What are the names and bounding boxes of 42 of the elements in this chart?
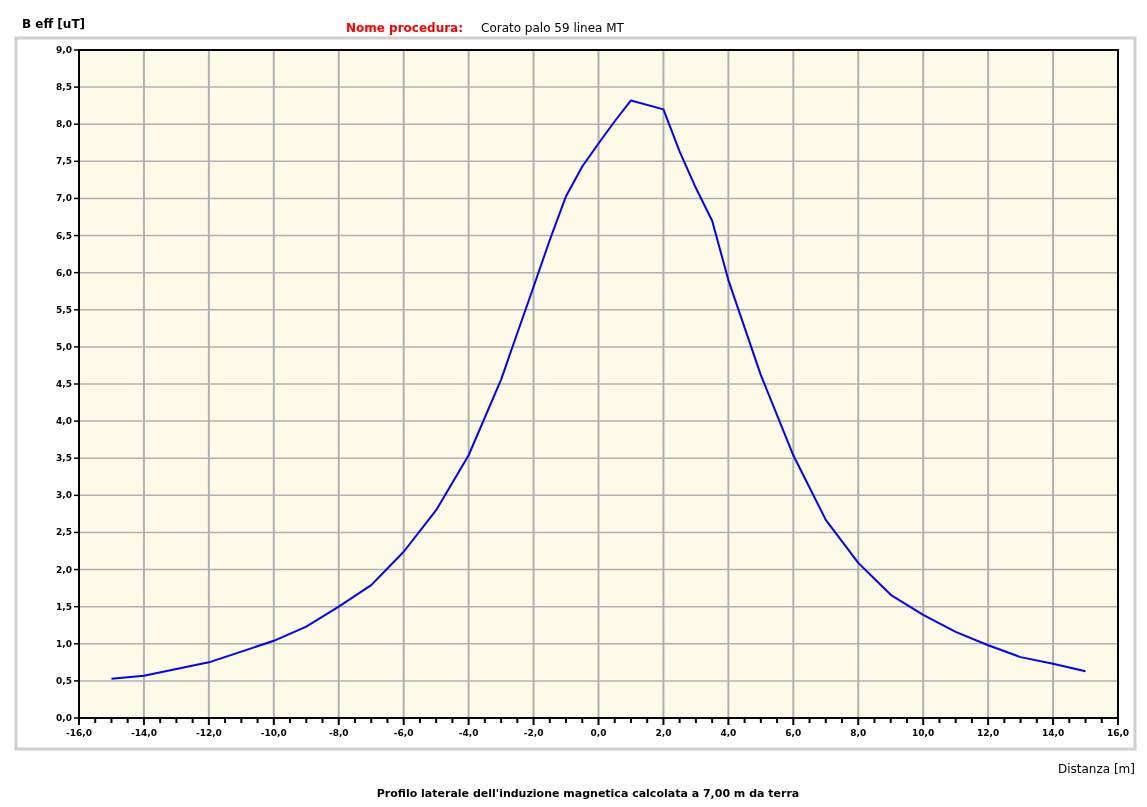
x-axis-title: Distanza [m] bbox=[1057, 762, 1135, 776]
y-tick-label: 2,5 bbox=[56, 527, 72, 538]
y-tick-label: 8,0 bbox=[56, 119, 72, 130]
x-tick-label: 2,0 bbox=[655, 728, 672, 738]
x-tick-label: 10,0 bbox=[912, 728, 935, 738]
y-tick-label: 0,5 bbox=[56, 675, 72, 686]
x-tick-label: -2,0 bbox=[523, 728, 544, 738]
x-tick-label: -12,0 bbox=[195, 728, 222, 738]
y-tick-label: 0,0 bbox=[56, 713, 72, 723]
y-axis-title: B eff [uT] bbox=[22, 17, 86, 31]
chart-subtitle: Corato palo 59 linea MT bbox=[481, 21, 625, 35]
x-tick-label: 4,0 bbox=[720, 728, 737, 738]
y-tick-label: 5,0 bbox=[56, 341, 72, 352]
y-tick-label: 1,5 bbox=[56, 601, 72, 612]
x-tick-label: -14,0 bbox=[130, 728, 157, 738]
y-tick-label: 3,0 bbox=[56, 490, 72, 501]
y-tick-label: 7,5 bbox=[56, 156, 72, 167]
chart-title: Nome procedura: bbox=[345, 21, 463, 35]
x-tick-label: 0,0 bbox=[590, 728, 607, 738]
y-tick-label: 2,0 bbox=[56, 564, 72, 575]
x-tick-label: 6,0 bbox=[785, 728, 802, 738]
y-tick-label: 5,5 bbox=[56, 304, 72, 315]
y-tick-label: 6,0 bbox=[56, 267, 72, 278]
text: Profilo laterale dell'induzione magnetica calcolata a 7,00 m da terra bbox=[376, 787, 800, 800]
y-tick-label: 3,5 bbox=[56, 453, 72, 464]
x-tick-label: 16,0 bbox=[1106, 728, 1130, 738]
y-tick-label: 8,5 bbox=[56, 82, 72, 93]
line-series bbox=[110, 99, 1087, 680]
x-tick-label: 14,0 bbox=[1041, 728, 1065, 738]
x-tick-label: 8,0 bbox=[850, 728, 867, 738]
x-tick-label: -8,0 bbox=[328, 728, 349, 738]
x-tick-label: -16,0 bbox=[66, 728, 92, 738]
y-tick-label: 4,0 bbox=[56, 416, 72, 427]
y-tick-label: 4,5 bbox=[56, 379, 72, 389]
x-tick-label: 12,0 bbox=[977, 728, 1000, 738]
x-tick-label: -6,0 bbox=[393, 728, 414, 738]
x-tick-label: -4,0 bbox=[458, 728, 479, 738]
x-tick-label: -10,0 bbox=[260, 728, 287, 738]
y-tick-label: 9,0 bbox=[56, 45, 72, 55]
y-tick-label: 7,0 bbox=[56, 193, 72, 204]
y-tick-label: 1,0 bbox=[56, 638, 72, 649]
y-tick-label: 6,5 bbox=[56, 230, 72, 241]
